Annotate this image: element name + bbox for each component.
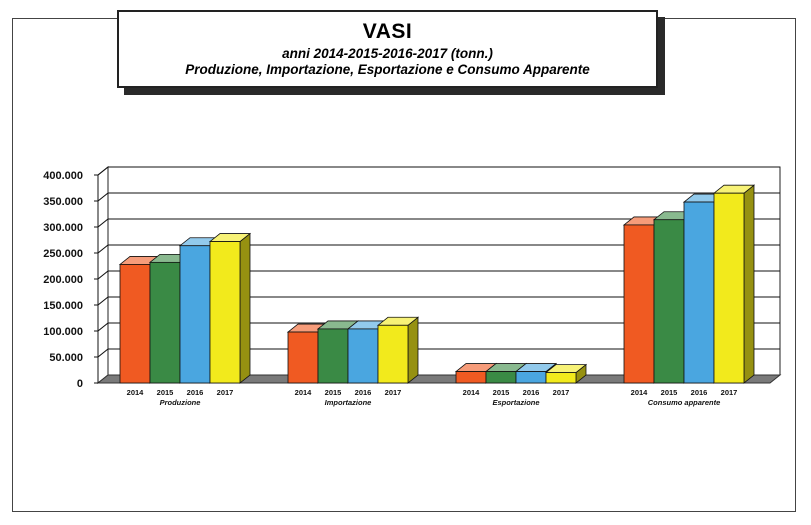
x-category-label: Produzione — [160, 398, 201, 407]
x-year-label: 2016 — [523, 388, 540, 397]
bar-side — [407, 316, 419, 384]
x-year-label: 2017 — [385, 388, 402, 397]
y-tick-label: 0 — [77, 378, 83, 390]
y-tick-label: 50.000 — [49, 352, 83, 364]
bar-side — [239, 232, 251, 384]
x-year-label: 2015 — [661, 388, 678, 397]
x-year-label: 2017 — [217, 388, 234, 397]
chart-subtitle-2: Produzione, Importazione, Esportazione e… — [185, 62, 590, 77]
gridline — [97, 296, 780, 306]
gridline — [97, 166, 780, 176]
gridline — [97, 348, 780, 358]
y-tick-label: 100.000 — [43, 326, 83, 338]
x-year-label: 2015 — [325, 388, 342, 397]
bar — [683, 201, 715, 384]
bar — [515, 371, 547, 384]
y-tick-label: 150.000 — [43, 300, 83, 312]
bar — [149, 261, 181, 384]
chart-title: VASI — [362, 20, 413, 43]
y-tick-label: 300.000 — [43, 222, 83, 234]
bar — [485, 371, 517, 384]
x-year-label: 2016 — [355, 388, 372, 397]
x-category-label: Consumo apparente — [648, 398, 721, 407]
bar — [653, 219, 685, 384]
x-year-label: 2016 — [691, 388, 708, 397]
gridline — [97, 270, 780, 280]
x-category-label: Importazione — [325, 398, 372, 407]
y-tick-label: 400.000 — [43, 170, 83, 182]
x-category-label: Esportazione — [492, 398, 539, 407]
bar — [545, 372, 577, 384]
y-tick-label: 250.000 — [43, 248, 83, 260]
x-year-label: 2014 — [127, 388, 145, 397]
chart-subtitle: anni 2014-2015-2016-2017 (tonn.) — [282, 46, 493, 61]
x-year-label: 2014 — [631, 388, 649, 397]
x-year-label: 2014 — [463, 388, 481, 397]
bar — [623, 224, 655, 384]
bar — [377, 324, 409, 384]
bar — [119, 264, 151, 384]
gridline — [97, 322, 780, 332]
gridline — [97, 192, 780, 202]
bar — [347, 328, 379, 384]
bar — [317, 328, 349, 384]
x-year-label: 2015 — [493, 388, 510, 397]
title-box: VASI anni 2014-2015-2016-2017 (tonn.) Pr… — [117, 10, 658, 88]
y-tick-label: 200.000 — [43, 274, 83, 286]
bar — [209, 241, 241, 384]
x-year-label: 2015 — [157, 388, 174, 397]
gridline — [97, 244, 780, 254]
x-year-label: 2017 — [721, 388, 738, 397]
bar — [455, 371, 487, 384]
x-year-label: 2017 — [553, 388, 570, 397]
bar — [713, 192, 745, 384]
bar — [287, 331, 319, 384]
bar-side — [743, 184, 755, 384]
bar — [179, 245, 211, 384]
gridline — [97, 218, 780, 228]
x-year-label: 2016 — [187, 388, 204, 397]
y-tick-label: 350.000 — [43, 196, 83, 208]
x-year-label: 2014 — [295, 388, 313, 397]
